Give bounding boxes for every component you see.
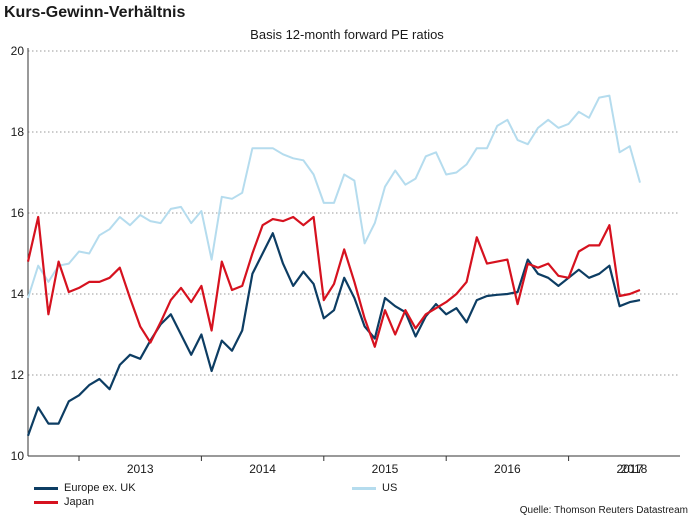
y-tick-label: 16 (10, 206, 24, 220)
legend-label-japan: Japan (64, 496, 94, 508)
x-tick-label: 2013 (126, 462, 154, 476)
series-lines (26, 94, 641, 437)
x-tick-label: 2017 (616, 462, 644, 476)
axes (27, 48, 680, 461)
source-note: Quelle: Thomson Reuters Datastream (519, 505, 688, 516)
chart-subtitle: Basis 12-month forward PE ratios (250, 27, 444, 42)
legend-swatch-europe (34, 486, 58, 490)
legend-swatch-us (352, 486, 376, 490)
x-tick-label: 2018 (620, 462, 648, 476)
x-tick-label: 2015 (371, 462, 399, 476)
grid-lines (28, 50, 680, 376)
series-line-europe-ex-uk (26, 232, 641, 437)
legend-label-europe: Europe ex. UK (64, 482, 136, 494)
x-tick-label: 2014 (249, 462, 276, 476)
legend-item-europe: Europe ex. UK (34, 482, 136, 494)
x-tick-label: 2016 (494, 462, 521, 476)
y-tick-label: 18 (10, 125, 24, 139)
legend-item-us: US (352, 482, 397, 494)
legend-label-us: US (382, 482, 398, 494)
y-tick-label: 20 (10, 44, 24, 58)
chart-title: Kurs-Gewinn-Verhältnis (4, 4, 186, 21)
y-tick-label: 12 (10, 368, 24, 382)
series-line-us (27, 94, 641, 299)
legend-swatch-japan (34, 500, 58, 504)
series-line-japan (26, 215, 641, 348)
y-tick-label: 14 (10, 287, 24, 301)
y-tick-label: 10 (10, 449, 24, 463)
legend-item-japan: Japan (34, 496, 94, 508)
